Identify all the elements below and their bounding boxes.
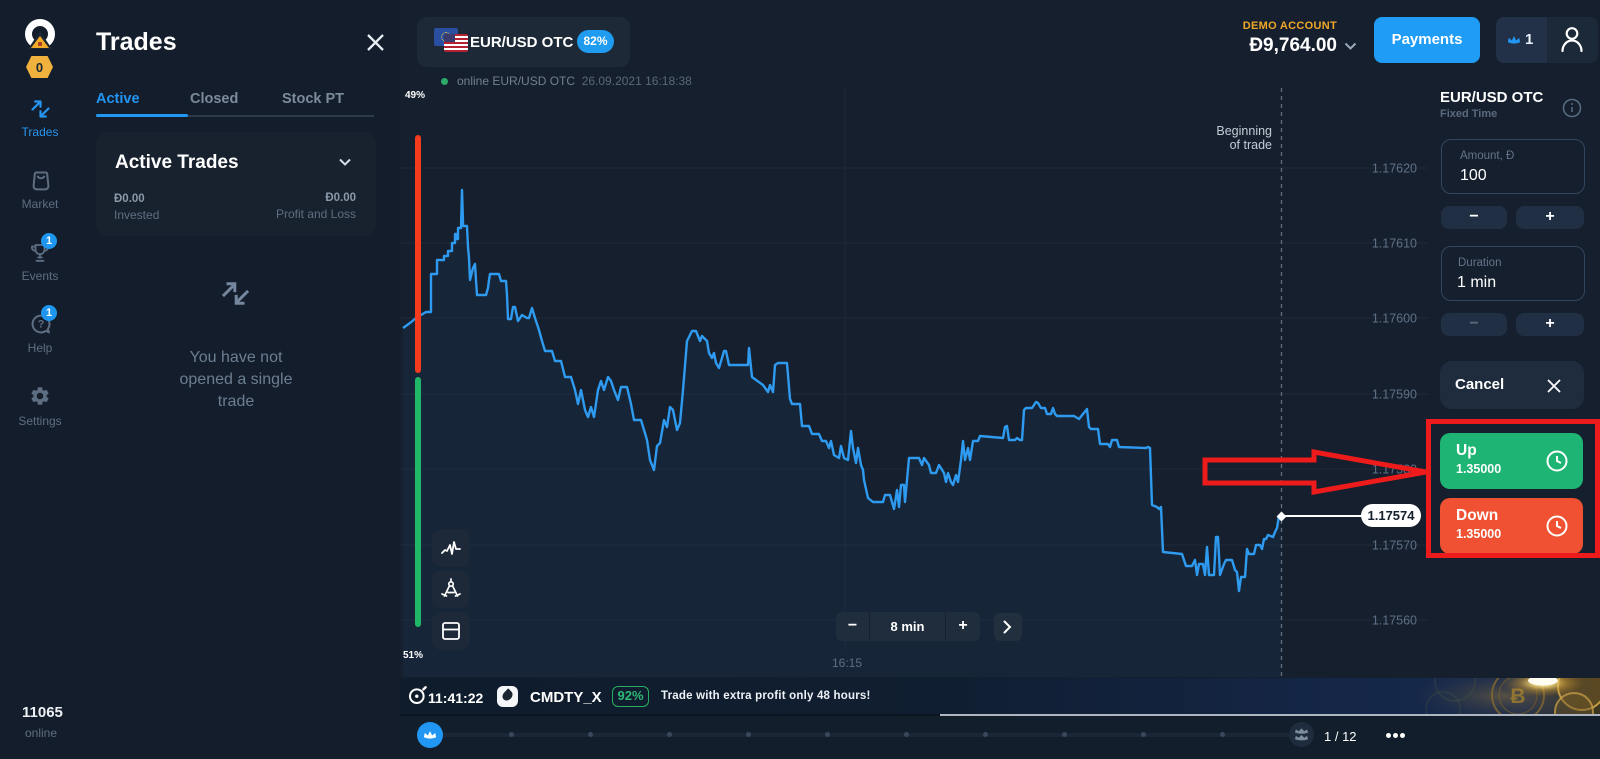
svg-text:?: ?: [38, 319, 45, 331]
svg-text:1.17620: 1.17620: [1372, 162, 1417, 176]
svg-text:1.17590: 1.17590: [1372, 388, 1417, 402]
svg-text:1.17570: 1.17570: [1372, 539, 1417, 553]
svg-text:1.17560: 1.17560: [1372, 614, 1417, 628]
svg-text:1.17610: 1.17610: [1372, 237, 1417, 251]
svg-text:1.17600: 1.17600: [1372, 312, 1417, 326]
